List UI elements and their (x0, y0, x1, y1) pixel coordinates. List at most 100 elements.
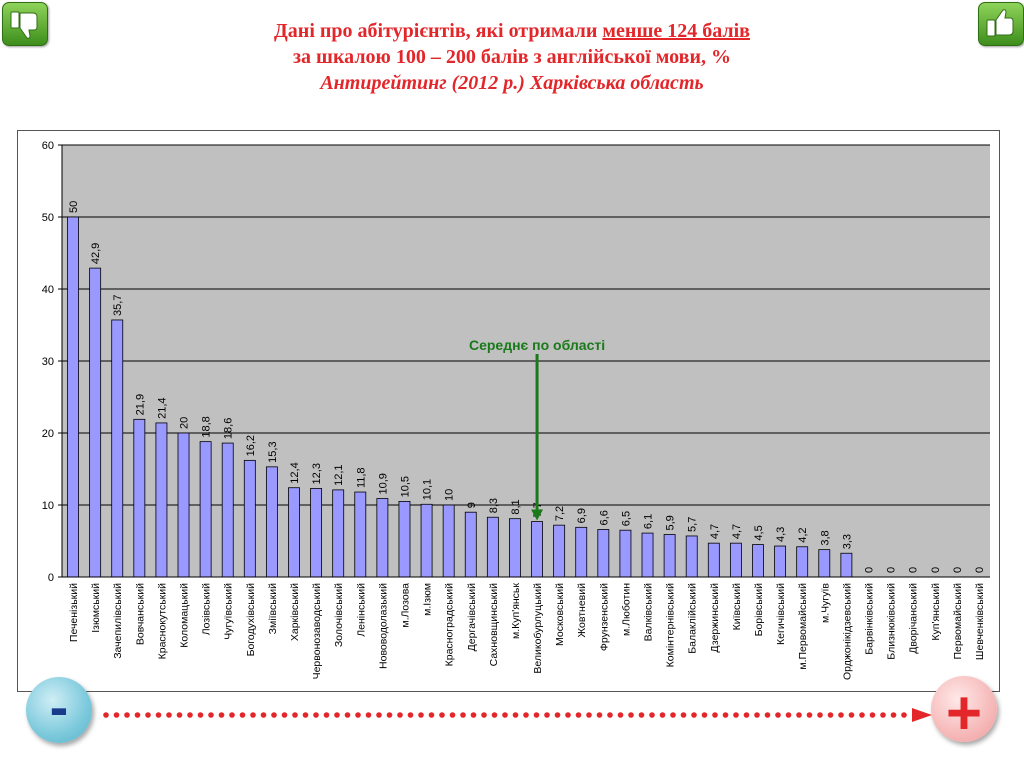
arrow-dot (796, 712, 802, 718)
data-label: 35,7 (112, 295, 124, 316)
category-label: Дворічанський (908, 583, 920, 654)
arrow-dot (355, 712, 361, 718)
dotted-arrow (103, 708, 932, 722)
plus-circle: + (931, 676, 997, 748)
category-label: м.Чугуїв (819, 583, 831, 623)
bar (840, 552, 853, 578)
arrow-dot (743, 712, 750, 718)
bar (818, 549, 831, 578)
arrow-dot (155, 712, 162, 718)
arrow-dot (670, 712, 676, 718)
bar (752, 544, 764, 578)
category-label: м.Первомайський (797, 583, 809, 670)
arrow-dot (628, 712, 634, 718)
bar (243, 459, 256, 578)
bar (354, 491, 367, 578)
arrow-dot (250, 712, 256, 718)
bar (685, 535, 698, 578)
arrow-dot (838, 712, 844, 718)
data-label: 6,1 (643, 514, 655, 529)
category-label: Куп'янський (930, 583, 942, 641)
data-label: 4,7 (709, 524, 721, 539)
plus-sign: + (945, 679, 983, 748)
data-label: 10 (444, 489, 456, 501)
bar (332, 489, 345, 578)
bar (89, 267, 102, 578)
arrow-dot (680, 712, 687, 718)
bar (442, 504, 455, 578)
arrow-dot (785, 712, 792, 718)
arrow-dot (292, 712, 298, 718)
data-label: 0 (974, 567, 986, 573)
arrow-dot (470, 712, 477, 718)
thumbs-down-icon[interactable] (2, 2, 48, 46)
category-label: Комінтернівський (665, 583, 677, 667)
category-label: м.Люботин (620, 583, 632, 636)
data-label: 5,9 (665, 515, 677, 530)
arrow-dot (481, 712, 487, 718)
category-label: Зачепилівський (112, 583, 124, 659)
arrow-dot (418, 712, 424, 718)
y-tick-label: 10 (42, 500, 54, 512)
data-label: 12,4 (289, 462, 301, 483)
bar (663, 534, 676, 578)
data-label: 42,9 (90, 243, 102, 264)
arrow-dot (281, 712, 288, 718)
arrow-dot (638, 712, 645, 718)
bar (67, 216, 79, 578)
data-label: 3,8 (819, 530, 831, 545)
category-label: м.Куп'янськ (510, 583, 522, 639)
arrow-dot (449, 712, 456, 718)
category-label: Валківський (643, 583, 655, 642)
arrow-dot (586, 712, 592, 718)
data-label: 12,1 (333, 464, 345, 485)
bar (265, 466, 278, 578)
data-label: 20 (179, 417, 191, 429)
arrow-dot (565, 712, 571, 718)
data-label: 8,3 (488, 498, 500, 513)
data-label: 18,8 (201, 416, 213, 437)
bar (221, 442, 234, 578)
arrow-dot (218, 712, 225, 718)
category-label: Богодухівський (245, 583, 257, 657)
thumbs-up-icon[interactable] (978, 2, 1024, 46)
arrow-dot (817, 712, 823, 718)
y-tick-label: 0 (48, 572, 54, 584)
bar (729, 542, 742, 578)
category-label: Фрунзенський (598, 583, 610, 651)
bar (486, 516, 499, 578)
data-label: 50 (68, 201, 80, 213)
bar (310, 488, 323, 578)
arrow-dot (880, 712, 886, 718)
category-label: Барвінківський (863, 583, 875, 655)
average-arrow-head (531, 509, 544, 521)
title-line-2: за шкалою 100 – 200 балів з англійської … (293, 46, 731, 68)
arrow-dot (869, 712, 876, 718)
data-label: 4,7 (731, 524, 743, 539)
data-label: 8,1 (510, 499, 522, 514)
bar (155, 422, 168, 578)
data-label: 15,3 (267, 441, 279, 462)
data-label: 0 (908, 567, 920, 573)
arrow-dot (890, 712, 897, 718)
category-label: Вовчанський (134, 583, 146, 645)
arrow-dot (649, 712, 655, 718)
data-label: 21,9 (134, 394, 146, 415)
category-label: Зміївський (267, 583, 279, 634)
y-tick-label: 20 (42, 428, 54, 440)
arrow-dot (544, 712, 550, 718)
arrow-dot (554, 712, 561, 718)
arrow-dot (428, 712, 435, 718)
bar (111, 319, 124, 578)
arrow-dot (103, 712, 109, 718)
category-label: Ізюмський (90, 583, 102, 633)
data-label: 3,3 (841, 534, 853, 549)
data-label: 10,9 (377, 473, 389, 494)
bar (133, 418, 146, 578)
bar (774, 545, 787, 578)
data-label: 6,9 (576, 508, 588, 523)
data-label: 12,3 (311, 463, 323, 484)
bar (509, 518, 521, 578)
data-label: 10,1 (422, 479, 434, 500)
arrow-dot (124, 712, 130, 718)
